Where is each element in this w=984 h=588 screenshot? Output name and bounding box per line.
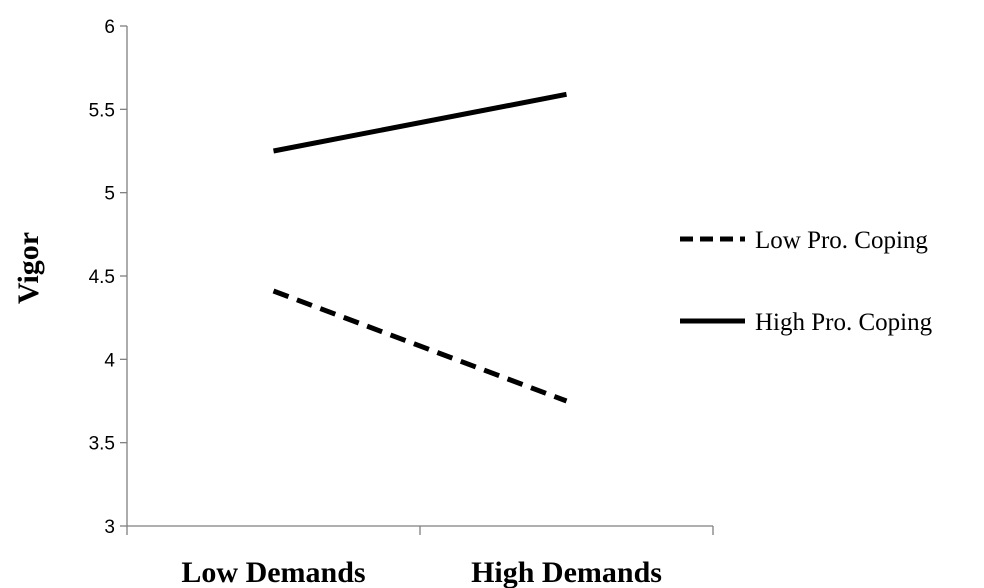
y-tick-label: 5 [104,184,115,205]
x-ticks: Low Demands High Demands [126,526,714,588]
x-category-label: High Demands [471,556,662,588]
series-lines [272,91,568,404]
y-axis-title: Vigor [12,232,45,304]
series-line [273,91,567,154]
x-category-label: Low Demands [181,556,365,588]
series-line [272,288,568,404]
y-tick-label: 5.5 [89,100,115,121]
legend-label: Low Pro. Coping [755,227,928,254]
legend-label: High Pro. Coping [755,309,933,336]
y-ticks: 3 3.5 4 4.5 5 5.5 6 [89,17,127,538]
legend: Low Pro. Coping High Pro. Coping [680,227,933,336]
y-tick-label: 4.5 [89,267,115,288]
y-tick-label: 3 [104,517,115,538]
y-tick-label: 4 [104,350,115,371]
axes [126,26,713,527]
y-tick-label: 3.5 [89,434,115,455]
y-tick-label: 6 [104,17,115,38]
